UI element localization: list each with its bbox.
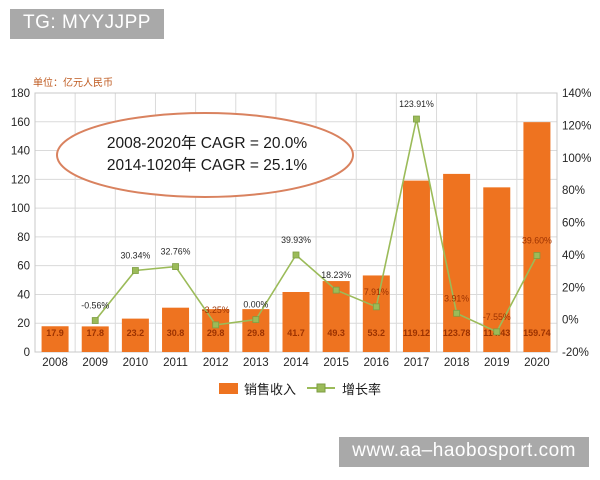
- right-axis-tick: 120%: [562, 120, 591, 132]
- x-axis-tick: 2017: [404, 357, 430, 369]
- bar-2019: [483, 187, 511, 352]
- growth-value-label: 39.60%: [522, 236, 552, 246]
- growth-legend-label: 增长率: [342, 381, 382, 397]
- revenue-legend-swatch: [218, 382, 238, 394]
- website-watermark-badge: www.aa–haobosport.com: [339, 437, 589, 467]
- x-axis-tick: 2020: [524, 357, 550, 369]
- revenue-legend-label: 销售收入: [243, 381, 296, 397]
- left-axis-tick: 20: [17, 318, 30, 330]
- growth-value-label: 32.76%: [161, 247, 191, 257]
- left-axis-tick: 140: [11, 146, 30, 158]
- bar-2017: [402, 180, 430, 352]
- growth-value-label: 7.91%: [364, 287, 389, 297]
- x-axis-tick: 2011: [163, 357, 188, 369]
- bar-2014: [282, 291, 310, 352]
- bar-2008: [41, 326, 69, 352]
- growth-marker-2011: [172, 263, 179, 270]
- right-axis-tick: 140%: [562, 88, 591, 100]
- unit-label: 单位：亿元人民币: [33, 76, 113, 89]
- bar-2009: [81, 326, 109, 352]
- bar-2012: [202, 309, 230, 352]
- growth-value-label: 18.23%: [321, 270, 351, 280]
- x-axis-tick: 2016: [364, 357, 390, 369]
- right-axis-tick: 20%: [562, 282, 585, 294]
- right-axis-tick: 60%: [562, 218, 585, 230]
- growth-marker-2009: [91, 317, 99, 324]
- bar-value-label: 23.2: [127, 328, 145, 338]
- x-axis-tick: 2018: [444, 357, 470, 369]
- bar-2010: [121, 318, 149, 352]
- growth-line: [94, 118, 538, 333]
- bar-2011: [162, 307, 190, 352]
- x-axis-tick: 2010: [123, 357, 149, 369]
- growth-marker-2020: [533, 252, 541, 259]
- growth-marker-2014: [292, 251, 300, 259]
- revenue-growth-chart: 0 20 40 60 80 100 120 140 160 180 -20% 0% 20% 40% 60% 8…: [11, 76, 592, 369]
- bar-value-label: 53.2: [368, 328, 386, 338]
- bar-2018: [443, 173, 471, 352]
- bar-value-label: 159.74: [523, 328, 551, 338]
- left-axis-tick: 180: [11, 88, 30, 100]
- bar-2016: [362, 275, 390, 352]
- growth-value-label: -0.56%: [81, 301, 109, 311]
- growth-value-label: 39.93%: [281, 235, 311, 245]
- growth-marker-2018: [453, 309, 461, 317]
- bar-value-label: 30.8: [167, 328, 185, 338]
- x-axis-tick: 2014: [283, 357, 309, 369]
- right-axis-tick: 80%: [562, 185, 585, 197]
- cagr-line-2: 2014-1020年 CAGR = 25.1%: [107, 156, 308, 174]
- x-axis-tick: 2012: [203, 357, 229, 369]
- growth-marker-2019: [493, 328, 501, 336]
- right-axis-tick: 40%: [562, 250, 585, 262]
- left-axis-tick: 160: [11, 117, 30, 129]
- growth-value-label: -3.25%: [202, 305, 230, 315]
- growth-marker-2013: [252, 316, 260, 324]
- bar-value-label: 17.8: [86, 328, 104, 338]
- growth-marker-2017: [413, 115, 420, 123]
- bar-value-label: 29.8: [207, 328, 225, 338]
- bar-value-label: 29.8: [247, 328, 265, 338]
- bar-value-label: 123.78: [443, 328, 471, 338]
- x-axis-tick: 2008: [42, 357, 68, 369]
- growth-value-label: 30.34%: [120, 251, 150, 261]
- growth-marker-2016: [372, 303, 380, 311]
- left-axis-tick: 80: [17, 232, 30, 244]
- left-axis-tick: 0: [24, 347, 30, 359]
- right-axis-tick: -20%: [562, 347, 589, 359]
- growth-legend-marker-icon: [307, 383, 335, 393]
- x-axis-tick: 2013: [243, 357, 269, 369]
- chart-legend: 销售收入 增长率: [0, 377, 600, 399]
- bar-2020: [523, 122, 551, 352]
- tg-watermark-badge: TG: MYYJJPP: [10, 9, 164, 39]
- cagr-annotation-ellipse: [56, 112, 354, 198]
- growth-marker-2010: [131, 267, 139, 274]
- bar-value-label: 49.3: [327, 328, 345, 338]
- left-axis-tick: 60: [17, 261, 30, 273]
- x-axis-tick: 2019: [484, 357, 510, 369]
- bar-value-label: 119.12: [403, 328, 430, 338]
- left-axis-tick: 40: [17, 289, 30, 301]
- x-axis-tick: 2009: [82, 357, 108, 369]
- growth-value-label: -7.55%: [483, 312, 511, 322]
- growth-value-label: 3.91%: [444, 293, 469, 303]
- growth-marker-2012: [212, 321, 220, 329]
- left-axis-tick: 120: [11, 174, 30, 186]
- x-axis-tick: 2015: [323, 357, 349, 369]
- cagr-line-1: 2008-2020年 CAGR = 20.0%: [107, 134, 308, 152]
- right-axis-tick: 0%: [562, 315, 579, 327]
- legend-item-revenue: 销售收入: [218, 379, 296, 398]
- growth-value-label: 123.91%: [399, 99, 434, 109]
- left-axis-tick: 100: [11, 203, 30, 215]
- bar-value-label: 41.7: [287, 328, 305, 338]
- legend-item-growth: 增长率: [306, 379, 381, 398]
- bar-value-label: 17.9: [46, 328, 64, 338]
- right-axis-tick: 100%: [562, 153, 591, 165]
- growth-value-label: 0.00%: [243, 300, 268, 310]
- growth-marker-2015: [332, 286, 340, 294]
